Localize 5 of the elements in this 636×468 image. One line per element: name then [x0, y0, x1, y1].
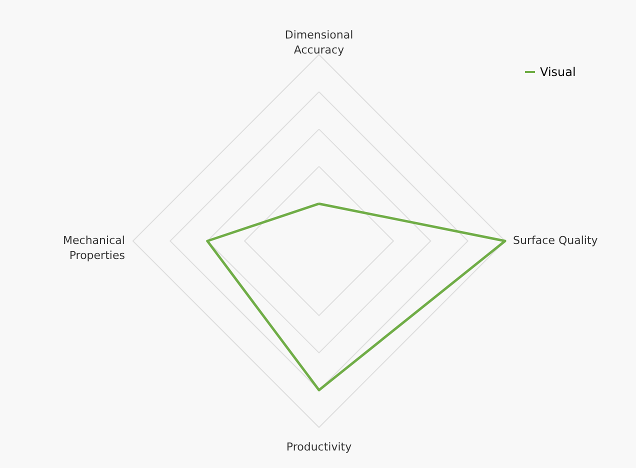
legend-label: Visual [540, 65, 576, 79]
spoke-label: Dimensional Accuracy [284, 28, 354, 57]
spoke-label: Mechanical Properties [63, 234, 126, 262]
spoke-label: Productivity [286, 440, 352, 454]
spoke-label: Surface Quality [513, 234, 598, 247]
